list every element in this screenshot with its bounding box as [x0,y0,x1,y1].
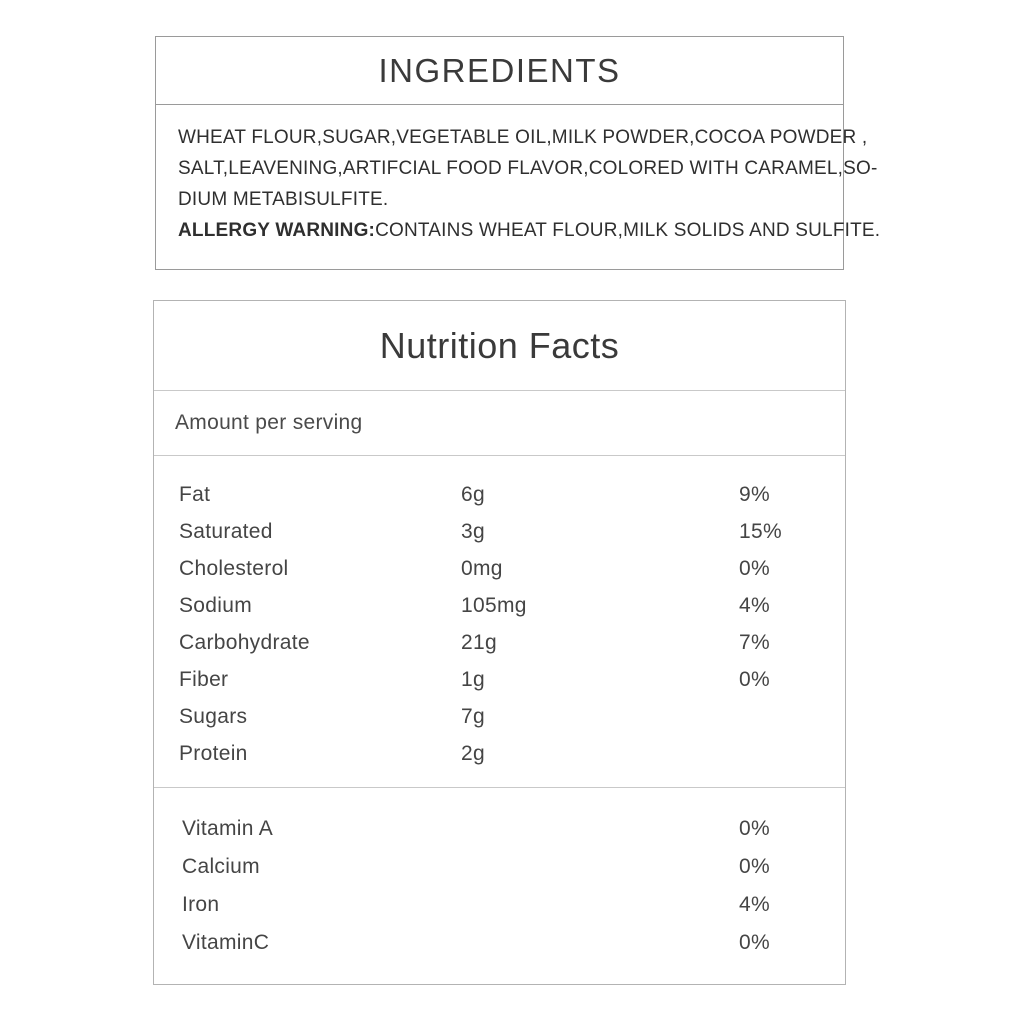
vitamin-label: VitaminC [182,931,270,954]
nutrient-row-sodium: Sodium 105mg 4% [154,587,845,624]
amount-per-serving-header: Amount per serving [154,391,845,456]
ingredients-line-3: DIUM METABISULFITE. [178,189,389,210]
vitamin-row-calcium: Calcium 0% [154,848,845,886]
nutrient-daily-value: 0% [739,557,770,580]
vitamin-label: Iron [182,893,220,916]
ingredients-title: INGREDIENTS [156,37,843,105]
vitamin-daily-value: 0% [739,931,770,954]
allergy-warning-text: CONTAINS WHEAT FLOUR,MILK SOLIDS AND SUL… [375,220,881,241]
ingredients-panel: INGREDIENTS WHEAT FLOUR,SUGAR,VEGETABLE … [155,36,880,270]
vitamin-row-vitamin-c: VitaminC 0% [154,924,845,962]
nutrient-amount: 0mg [461,557,503,580]
nutrient-label: Protein [179,742,248,765]
nutrient-label: Sodium [179,594,253,617]
vitamin-table: Vitamin A 0% Calcium 0% Iron 4% VitaminC… [154,788,845,962]
nutrient-amount: 2g [461,742,485,765]
nutrient-row-fat: Fat 6g 9% [154,476,845,513]
nutrient-daily-value: 0% [739,668,770,691]
nutrient-row-protein: Protein 2g [154,735,845,772]
nutrient-row-fiber: Fiber 1g 0% [154,661,845,698]
allergy-warning-line: ALLERGY WARNING:CONTAINS WHEAT FLOUR,MIL… [178,215,880,246]
nutrient-label: Fat [179,483,211,506]
nutrient-row-carbohydrate: Carbohydrate 21g 7% [154,624,845,661]
nutrient-daily-value: 9% [739,483,770,506]
nutrient-amount: 3g [461,520,485,543]
allergy-warning-label: ALLERGY WARNING: [178,220,376,241]
vitamin-label: Vitamin A [182,817,274,840]
nutrient-amount: 1g [461,668,485,691]
nutrient-label: Sugars [179,705,248,728]
nutrient-table: Fat 6g 9% Saturated 3g 15% Cholesterol 0… [154,456,845,788]
nutrient-amount: 21g [461,631,497,654]
ingredients-line-2: SALT,LEAVENING,ARTIFCIAL FOOD FLAVOR,COL… [178,158,878,179]
nutrient-amount: 6g [461,483,485,506]
vitamin-daily-value: 0% [739,817,770,840]
nutrient-row-saturated: Saturated 3g 15% [154,513,845,550]
nutrient-daily-value: 7% [739,631,770,654]
nutrient-daily-value: 15% [739,520,782,543]
nutrient-label: Fiber [179,668,229,691]
vitamin-row-vitamin-a: Vitamin A 0% [154,810,845,848]
nutrient-amount: 105mg [461,594,527,617]
ingredients-text-block: WHEAT FLOUR,SUGAR,VEGETABLE OIL,MILK POW… [156,105,880,246]
nutrient-daily-value: 4% [739,594,770,617]
vitamin-row-iron: Iron 4% [154,886,845,924]
ingredients-line-1: WHEAT FLOUR,SUGAR,VEGETABLE OIL,MILK POW… [178,127,868,148]
nutrition-facts-panel: Nutrition Facts Amount per serving Fat 6… [153,300,846,985]
nutrient-amount: 7g [461,705,485,728]
vitamin-label: Calcium [182,855,260,878]
vitamin-daily-value: 4% [739,893,770,916]
nutrient-label: Saturated [179,520,273,543]
nutrient-label: Carbohydrate [179,631,310,654]
nutrient-label: Cholesterol [179,557,289,580]
nutrient-row-cholesterol: Cholesterol 0mg 0% [154,550,845,587]
vitamin-daily-value: 0% [739,855,770,878]
nutrition-facts-title: Nutrition Facts [154,301,845,391]
nutrient-row-sugars: Sugars 7g [154,698,845,735]
